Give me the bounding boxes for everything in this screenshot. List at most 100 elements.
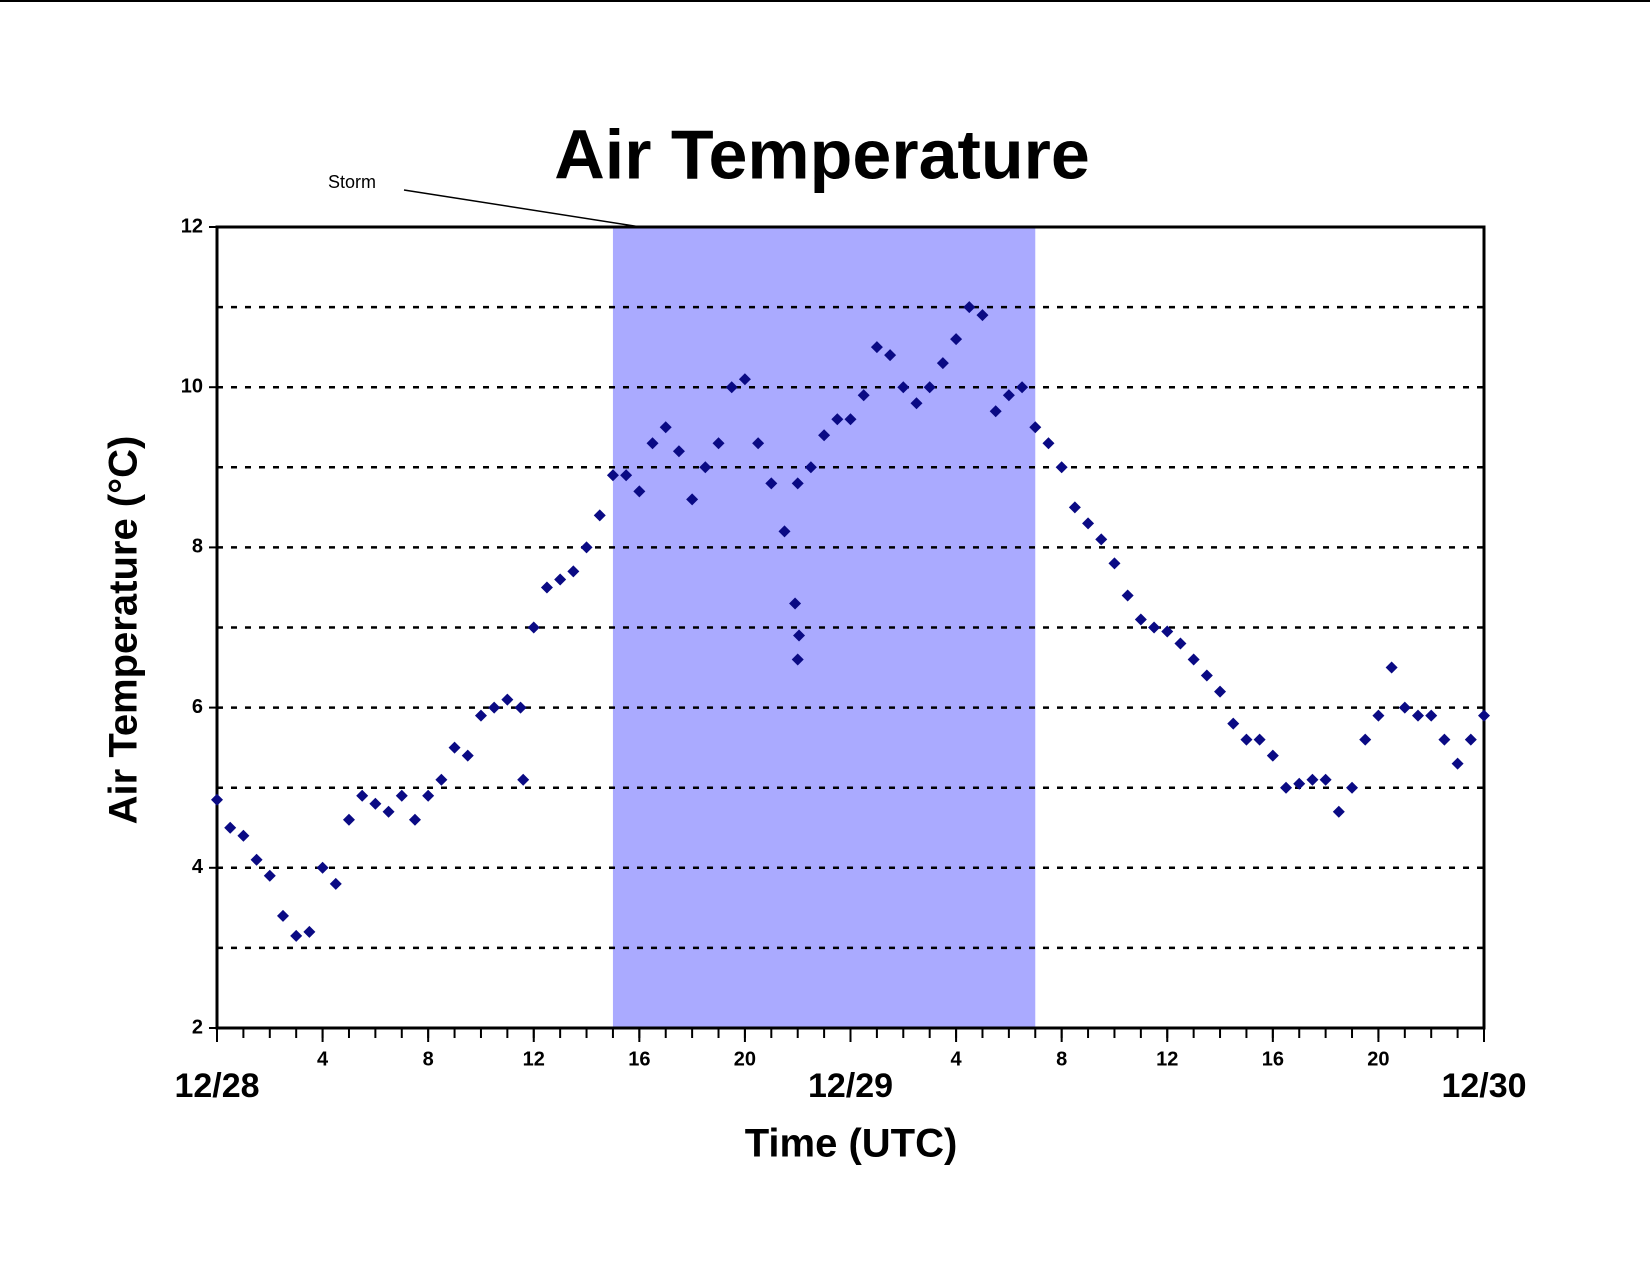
data-point <box>567 565 580 578</box>
data-point <box>303 925 316 938</box>
data-point <box>1253 733 1266 746</box>
data-point <box>791 477 804 490</box>
data-point <box>1095 533 1108 546</box>
data-point <box>435 773 448 786</box>
x-tick-label: 16 <box>1262 1048 1284 1070</box>
data-point <box>1464 733 1477 746</box>
y-tick-label: 10 <box>181 375 203 397</box>
annotation-leader <box>403 189 642 228</box>
data-point <box>501 693 514 706</box>
data-point <box>1108 557 1121 570</box>
y-tick-label: 12 <box>181 215 203 237</box>
data-point <box>250 853 263 866</box>
data-point <box>1332 805 1345 818</box>
x-tick-label: 12 <box>1156 1048 1178 1070</box>
data-point <box>1187 653 1200 666</box>
data-point <box>633 485 646 498</box>
data-point <box>395 789 408 802</box>
x-tick-label: 4 <box>317 1048 329 1070</box>
data-point <box>1148 621 1161 634</box>
data-point <box>1478 709 1490 722</box>
data-point <box>1398 701 1411 714</box>
data-point <box>793 629 806 642</box>
data-point <box>646 437 659 450</box>
data-point <box>580 541 593 554</box>
date-tick-label: 12/28 <box>174 1067 259 1105</box>
data-point <box>1346 781 1359 794</box>
data-point <box>1240 733 1253 746</box>
chart-title: Air Temperature <box>554 115 1090 193</box>
y-tick-label: 2 <box>192 1016 203 1038</box>
data-point <box>1372 709 1385 722</box>
data-point <box>488 701 501 714</box>
data-point <box>224 821 237 834</box>
data-point <box>1200 669 1213 682</box>
y-tick-label: 4 <box>192 856 204 878</box>
x-tick-label: 12 <box>523 1048 545 1070</box>
data-point <box>976 309 989 322</box>
data-point <box>699 461 712 474</box>
data-point <box>1385 661 1398 674</box>
data-point <box>752 437 765 450</box>
data-point <box>211 793 223 806</box>
data-point <box>1280 781 1293 794</box>
data-point <box>620 469 633 482</box>
data-point <box>474 709 487 722</box>
data-point <box>897 381 910 394</box>
data-point <box>1214 685 1227 698</box>
data-point <box>554 573 567 586</box>
data-point <box>1002 389 1015 402</box>
data-point <box>1438 733 1451 746</box>
data-point <box>276 909 289 922</box>
x-tick-label: 20 <box>1367 1048 1389 1070</box>
data-point <box>422 789 435 802</box>
data-point <box>712 437 725 450</box>
data-point <box>1227 717 1240 730</box>
y-tick-label: 6 <box>192 696 203 718</box>
data-point <box>408 813 421 826</box>
data-point <box>738 373 751 386</box>
data-point <box>316 861 329 874</box>
data-point <box>527 621 540 634</box>
data-point <box>1174 637 1187 650</box>
data-point <box>789 597 802 610</box>
date-tick-label: 12/29 <box>808 1067 893 1105</box>
data-point <box>1161 625 1174 638</box>
data-point <box>870 341 883 354</box>
x-tick-label: 4 <box>951 1048 963 1070</box>
data-point <box>1134 613 1147 626</box>
data-point <box>342 813 355 826</box>
data-point <box>910 397 923 410</box>
data-point <box>778 525 791 538</box>
data-point <box>818 429 831 442</box>
data-point <box>1451 757 1464 770</box>
x-tick-label: 16 <box>628 1048 650 1070</box>
data-point <box>857 389 870 402</box>
data-point <box>831 413 844 426</box>
data-point <box>606 469 619 482</box>
x-tick-label: 8 <box>423 1048 434 1070</box>
data-point <box>1055 461 1068 474</box>
data-point <box>1068 501 1081 514</box>
data-point <box>659 421 672 434</box>
data-point <box>791 653 804 666</box>
data-point <box>237 829 250 842</box>
x-tick-label: 8 <box>1056 1048 1067 1070</box>
y-tick-label: 8 <box>192 536 203 558</box>
data-point <box>448 741 461 754</box>
data-point <box>382 805 395 818</box>
data-point <box>1412 709 1425 722</box>
data-point <box>369 797 382 810</box>
data-point <box>884 349 897 362</box>
data-point <box>989 405 1002 418</box>
data-point <box>923 381 936 394</box>
data-point <box>1319 773 1332 786</box>
data-point <box>1121 589 1134 602</box>
data-point <box>963 301 976 314</box>
data-point <box>1359 733 1372 746</box>
data-point <box>725 381 738 394</box>
data-point <box>1016 381 1029 394</box>
data-point <box>936 357 949 370</box>
data-point <box>950 333 963 346</box>
